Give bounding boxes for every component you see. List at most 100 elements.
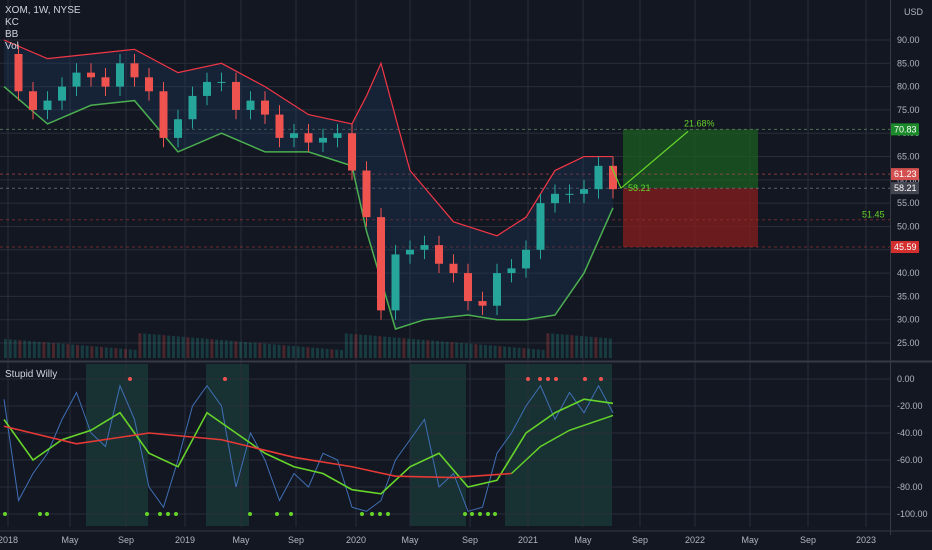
volume-bar — [263, 343, 267, 358]
signal-dot-buy — [3, 512, 7, 516]
volume-bar — [268, 344, 271, 358]
osc-tick-label: -60.00 — [897, 455, 923, 465]
candle-body — [522, 249, 530, 269]
volume-bar — [517, 347, 521, 358]
price-tick-label: 50.00 — [897, 221, 920, 231]
volume-bar — [344, 333, 348, 358]
volume-bar — [551, 333, 555, 358]
signal-dot-sell — [554, 377, 558, 381]
candle-body — [43, 100, 52, 110]
indicator-kc[interactable]: KC — [5, 17, 19, 28]
volume-bar — [440, 341, 444, 358]
volume-bar — [306, 347, 310, 358]
volume-bar — [66, 344, 70, 358]
volume-bar — [349, 333, 353, 358]
price-label-badge-target — [891, 123, 919, 136]
volume-bar — [431, 340, 435, 358]
volume-bar — [114, 348, 118, 358]
signal-dot-buy — [174, 512, 178, 516]
time-tick-label: Sep — [288, 535, 304, 545]
indicator-bb[interactable]: BB — [5, 29, 19, 40]
indicator-vol[interactable]: Vol — [5, 41, 19, 52]
stop-zone — [623, 188, 758, 248]
volume-bar — [148, 334, 151, 358]
volume-bar — [157, 334, 161, 358]
signal-dot-buy — [360, 512, 364, 516]
time-tick-label: 2023 — [856, 535, 876, 545]
volume-bar — [584, 336, 588, 358]
volume-bar — [167, 335, 171, 358]
volume-bar — [18, 340, 22, 358]
volume-bar — [316, 348, 319, 358]
target-zone — [623, 129, 758, 189]
volume-bar — [359, 334, 363, 358]
volume-bar — [340, 350, 343, 358]
volume-bar — [503, 346, 507, 358]
volume-bar — [76, 345, 79, 358]
time-tick-label: Sep — [632, 535, 648, 545]
candle-body — [362, 170, 371, 218]
candle-body — [391, 254, 400, 311]
candle-body — [174, 119, 182, 138]
volume-bar — [61, 343, 65, 358]
volume-bar — [100, 347, 103, 358]
signal-dot-buy — [248, 512, 252, 516]
candle-body — [130, 63, 139, 78]
time-tick-label: May — [574, 535, 592, 545]
volume-bar — [104, 347, 108, 358]
candle-body — [420, 245, 429, 250]
volume-bar — [138, 333, 142, 358]
signal-dot-buy — [289, 512, 293, 516]
volume-bar — [215, 339, 219, 358]
volume-bar — [527, 348, 531, 358]
volume-bar — [13, 339, 17, 358]
volume-bar — [296, 346, 300, 358]
signal-dot-sell — [128, 377, 132, 381]
volume-bar — [546, 333, 550, 358]
volume-bar — [460, 343, 463, 358]
symbol-label[interactable]: XOM, 1W, NYSE — [5, 5, 81, 16]
signal-dot-sell — [538, 377, 542, 381]
volume-bar — [580, 336, 583, 358]
candle-body — [493, 273, 501, 306]
candle-body — [159, 91, 168, 138]
volume-bar — [8, 339, 12, 358]
volume-bar — [464, 343, 468, 358]
volume-bar — [378, 336, 382, 358]
price-tick-label: 85.00 — [897, 58, 920, 68]
volume-bar — [570, 335, 574, 358]
volume-bar — [354, 334, 358, 358]
candle-body — [72, 72, 81, 87]
volume-bar — [229, 340, 233, 358]
volume-bar — [498, 346, 502, 358]
candle-body — [333, 133, 342, 138]
signal-dot-sell — [223, 377, 227, 381]
volume-bar — [258, 343, 262, 358]
volume-bar — [143, 333, 147, 358]
oscillator-title[interactable]: Stupid Willy — [5, 369, 58, 380]
volume-bar — [604, 338, 607, 358]
candle-body — [536, 203, 545, 250]
price-tick-label: 55.00 — [897, 198, 920, 208]
candle-body — [594, 165, 603, 190]
price-tick-label: 90.00 — [897, 35, 920, 45]
time-tick-label: May — [741, 535, 759, 545]
candle-body — [435, 245, 443, 264]
volume-bar — [109, 347, 113, 358]
bollinger-upper-line — [3, 39, 613, 237]
volume-bar — [272, 344, 276, 358]
volume-bar — [200, 338, 204, 358]
volume-bar — [162, 335, 166, 358]
oscillator-zone-0 — [86, 364, 148, 526]
signal-dot-buy — [463, 512, 467, 516]
volume-bar — [56, 343, 60, 358]
volume-bar — [176, 336, 180, 358]
oscillator-zone-3 — [505, 364, 612, 526]
volume-bar — [152, 334, 156, 358]
oscillator-series-2 — [3, 425, 512, 479]
volume-bar — [488, 345, 492, 358]
volume-bar — [224, 340, 228, 358]
volume-bar — [407, 338, 411, 358]
candle-body — [275, 114, 284, 138]
